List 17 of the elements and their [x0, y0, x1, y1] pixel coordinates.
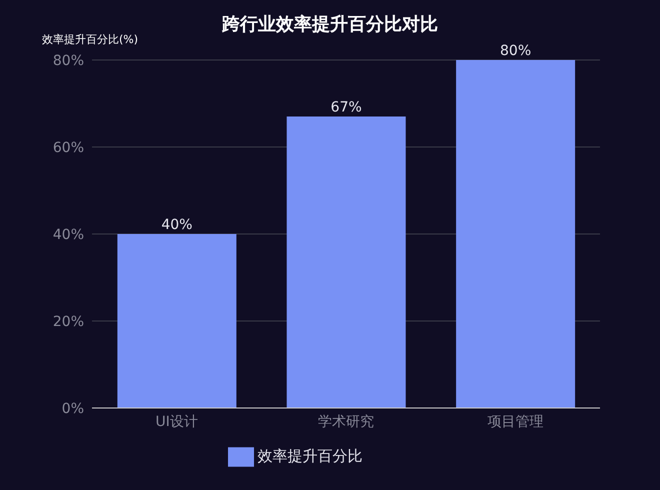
data-label: 80% [500, 43, 532, 59]
bar [456, 60, 576, 408]
legend-label: 效率提升百分比 [258, 447, 362, 466]
y-tick-label: 80% [52, 52, 84, 69]
data-label: 67% [330, 100, 362, 116]
x-tick-label: UI设计 [155, 414, 198, 430]
y-tick-label: 20% [52, 314, 84, 330]
y-tick-label: 40% [52, 226, 84, 243]
x-tick-label: 学术研究 [318, 414, 374, 430]
y-tick-label: 0% [62, 400, 84, 417]
bar [286, 116, 406, 408]
bar [117, 234, 236, 408]
data-label: 40% [161, 217, 192, 233]
chart-title: 跨行业效率提升百分比对比 [222, 14, 438, 35]
y-tick-label: 60% [52, 140, 84, 156]
x-tick-label: 项目管理 [487, 414, 544, 430]
y-axis-title: 效率提升百分比(%) [42, 32, 138, 47]
